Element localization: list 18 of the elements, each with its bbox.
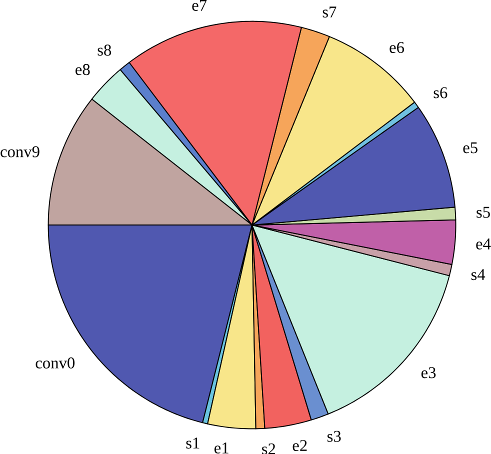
slice-label: e7: [192, 0, 207, 11]
slice-label: e1: [214, 442, 228, 454]
slice-label: conv0: [36, 357, 75, 368]
slice-label: s6: [434, 87, 448, 98]
slice-label: e5: [463, 142, 478, 154]
slice-label: s2: [262, 443, 276, 454]
slice-label: s8: [98, 44, 112, 56]
slice-label: s7: [322, 6, 336, 18]
slice-label: e8: [76, 64, 90, 75]
slice-label: conv9: [0, 146, 40, 158]
slice-label: e2: [292, 440, 307, 451]
slice-label: e3: [421, 366, 436, 378]
slice-label: s4: [471, 268, 486, 280]
slice-label: e4: [476, 238, 491, 250]
slice-label: s5: [476, 206, 490, 218]
slice-label: s1: [186, 437, 200, 448]
slice-label: s3: [328, 430, 341, 442]
slice-label: e6: [390, 42, 404, 53]
